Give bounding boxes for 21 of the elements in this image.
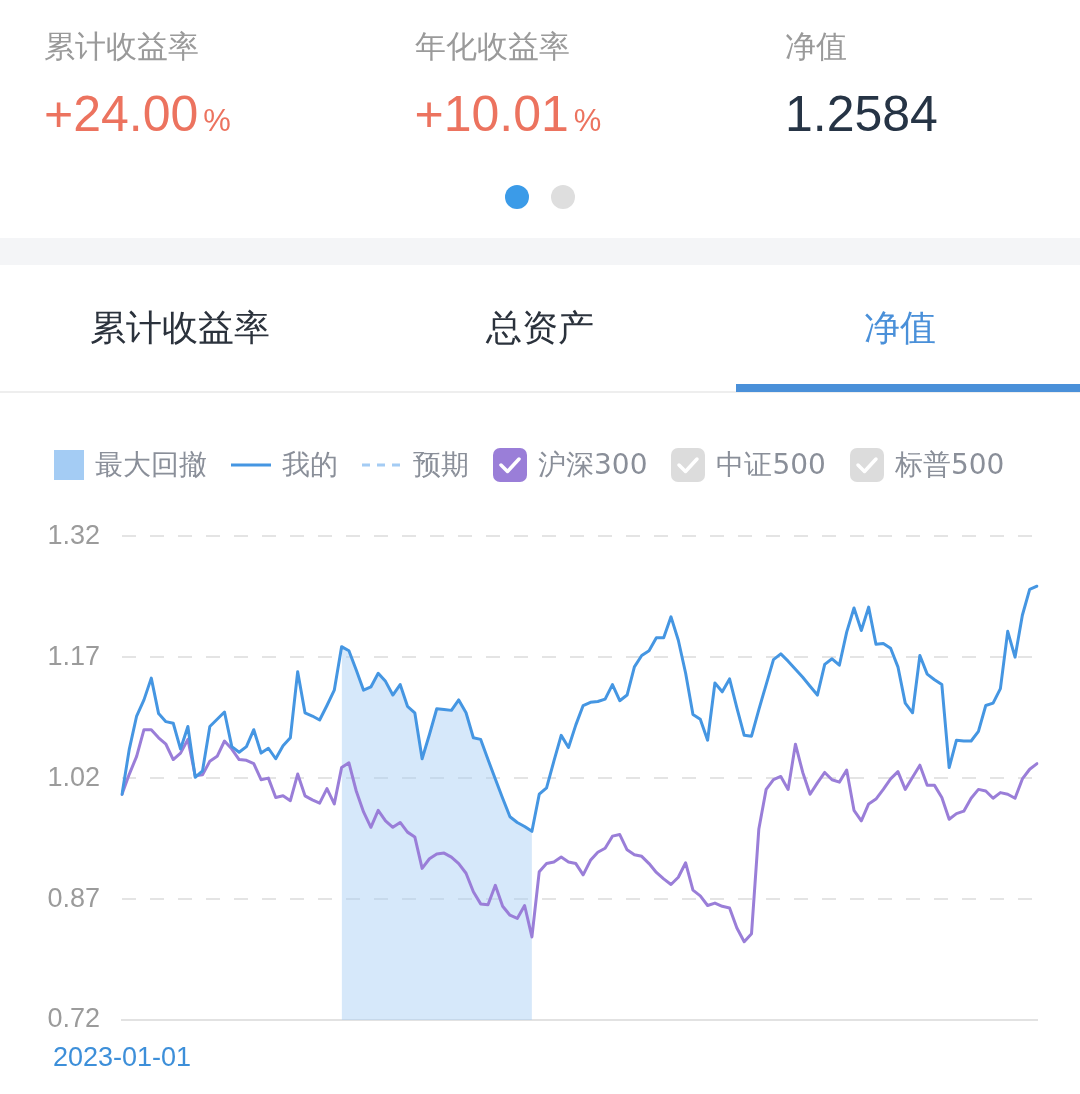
- legend-label: 中证500: [716, 447, 826, 483]
- text: 年化收益率: [414, 27, 571, 66]
- chart-title: 净值: [864, 307, 936, 348]
- y-tick-label: 0.87: [47, 882, 100, 913]
- legend-label: 最大回撤: [95, 447, 207, 483]
- legend-label: 沪深300: [538, 447, 648, 483]
- y-tick-label: 1.32: [47, 519, 100, 550]
- y-tick-label: 1.02: [47, 761, 100, 792]
- text: 总资产: [486, 307, 594, 348]
- legend-label: 我的: [282, 447, 338, 483]
- text: 累计收益率: [90, 307, 270, 348]
- text: 1.2584: [785, 86, 938, 142]
- text: +10.01%: [414, 86, 602, 142]
- legend-label: 标普500: [894, 447, 1005, 483]
- x-tick-label: 2023-01-01: [52, 1041, 192, 1072]
- text: +24.00%: [44, 86, 231, 142]
- text: 净值: [785, 27, 848, 66]
- y-tick-label: 0.72: [47, 1003, 100, 1034]
- legend-label: 预期: [413, 447, 469, 483]
- text: 累计收益率: [44, 27, 200, 66]
- y-tick-label: 1.17: [47, 640, 100, 671]
